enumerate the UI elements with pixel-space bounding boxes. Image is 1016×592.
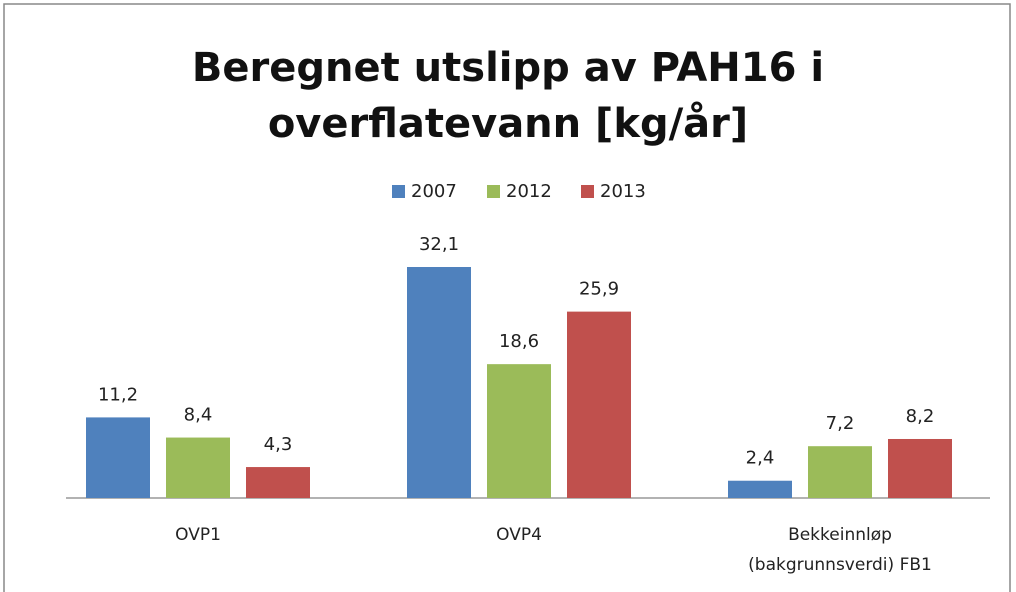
data-label: 8,4 [184, 405, 213, 426]
data-label: 18,6 [499, 331, 539, 352]
data-label: 2,4 [746, 448, 775, 469]
bar [728, 480, 792, 498]
data-label: 32,1 [419, 234, 459, 255]
data-label: 25,9 [579, 279, 619, 300]
x-tick-label: Bekkeinnløp (bakgrunnsverdi) FB1 [748, 525, 932, 575]
legend-label: 2007 [411, 181, 457, 202]
legend-swatch [581, 185, 594, 198]
bar [808, 446, 872, 498]
data-label: 8,2 [906, 406, 935, 427]
bar [487, 364, 551, 498]
legend-label: 2013 [600, 181, 646, 202]
legend-swatch [392, 185, 405, 198]
bar [567, 311, 631, 498]
data-label: 11,2 [98, 384, 138, 405]
bar [166, 437, 230, 498]
x-tick-label: OVP1 [175, 525, 221, 545]
frame [3, 3, 1011, 592]
data-label: 7,2 [826, 413, 855, 434]
legend-swatch [487, 185, 500, 198]
legend-label: 2012 [506, 181, 552, 202]
bar [407, 267, 471, 498]
chart-title: Beregnet utslipp av PAH16 i overflatevan… [191, 45, 825, 147]
data-label: 4,3 [264, 434, 293, 455]
bar [888, 438, 952, 498]
bar [246, 467, 310, 498]
bar [86, 417, 150, 498]
x-tick-label: OVP4 [496, 525, 542, 545]
